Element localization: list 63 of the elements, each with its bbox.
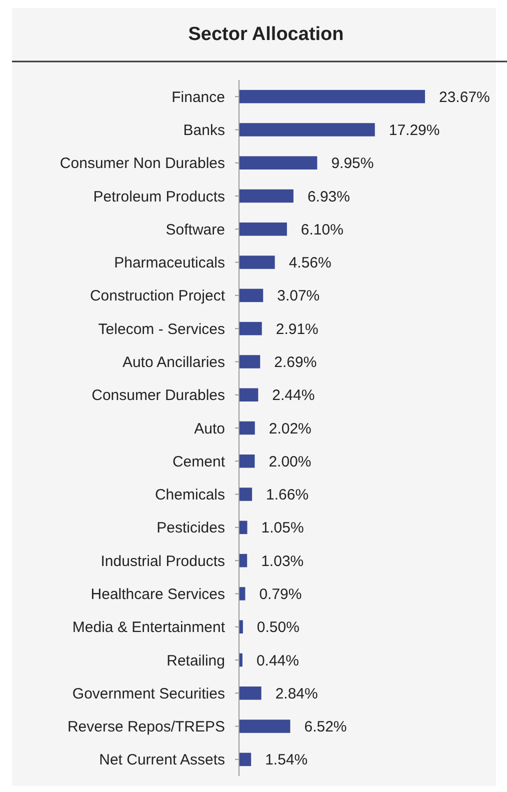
data-label: 0.79% [259,586,302,603]
bar [239,421,255,435]
data-label: 17.29% [388,122,440,139]
bar [239,90,425,104]
y-tick-label: Finance [172,88,225,106]
y-tick-label: Banks [183,122,225,139]
bar [239,587,246,600]
data-label: 1.03% [261,552,304,570]
bar [239,222,287,236]
data-label: 6.52% [304,718,347,736]
y-tick-label: Government Securities [72,685,225,702]
y-tick-label: Software [166,221,225,238]
y-tick-label: Industrial Products [100,552,225,570]
y-tick-label: Retailing [166,652,225,670]
y-tick-label: Construction Project [90,288,226,305]
chart-title: Sector Allocation [188,24,344,45]
y-tick-label: Pesticides [156,520,225,537]
data-label: 2.91% [276,320,318,338]
bar [239,322,262,336]
data-label: 0.44% [256,652,300,670]
bar [239,189,294,203]
data-label: 2.00% [268,453,312,470]
y-tick-label: Pharmaceuticals [114,254,225,272]
bar [239,686,262,700]
data-label: 2.84% [275,685,318,702]
y-tick-label: Telecom - Services [98,320,225,338]
data-label: 1.66% [266,486,309,504]
data-label: 1.05% [261,520,304,537]
bar [239,720,290,733]
y-tick-label: Media & Entertainment [72,619,226,636]
bar [239,355,260,368]
bar [239,488,252,501]
data-label: 0.50% [256,619,300,636]
data-label: 3.07% [277,288,320,305]
y-tick-label: Reverse Repos/TREPS [67,718,225,736]
data-label: 2.44% [272,387,315,404]
bar [239,520,248,534]
data-label: 2.69% [274,354,317,371]
data-label: 1.54% [265,752,308,769]
bar [239,256,275,269]
data-label: 4.56% [288,254,332,272]
y-tick-label: Auto Ancillaries [122,354,225,371]
bar [239,156,318,170]
y-tick-label: Healthcare Services [90,586,225,603]
bar [239,620,243,634]
bar [239,123,375,136]
data-label: 2.02% [268,420,312,438]
bar [239,752,252,766]
y-tick-label: Petroleum Products [93,188,225,206]
data-label: 6.10% [300,221,344,238]
y-tick-label: Consumer Durables [92,387,225,404]
bar [239,454,255,468]
bar [239,388,258,402]
bar [239,288,264,302]
data-label: 9.95% [331,155,374,172]
y-tick-label: Cement [172,453,226,470]
y-tick-label: Consumer Non Durables [60,155,225,172]
y-tick-label: Auto [194,420,225,438]
y-tick-label: Chemicals [154,486,225,504]
y-tick-label: Net Current Assets [99,752,225,769]
bar [239,554,248,568]
data-label: 6.93% [307,188,350,206]
data-label: 23.67% [439,88,490,106]
